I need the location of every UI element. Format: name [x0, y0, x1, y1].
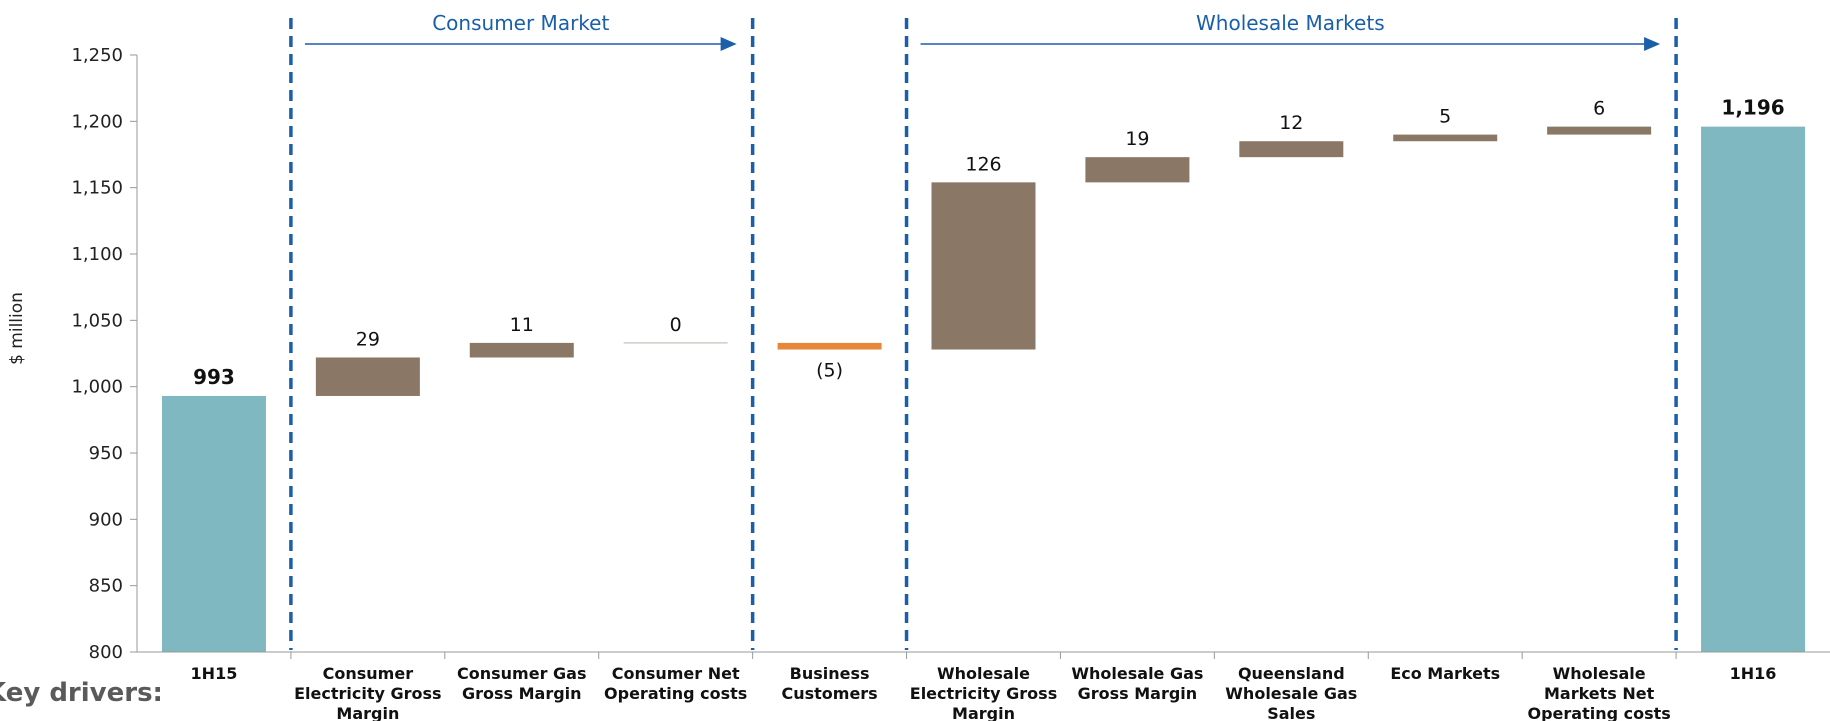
data-label: 1,196: [1721, 96, 1784, 120]
x-category-label: Consumer Gas Gross Margin: [457, 664, 586, 703]
data-label: 19: [1125, 128, 1149, 150]
group-arrow-head: [720, 37, 737, 51]
increase-bar: [931, 182, 1036, 350]
x-category-label: Consumer Electricity Gross Margin: [294, 664, 441, 721]
group-label: Wholesale Markets: [1196, 11, 1385, 35]
total-bar: [1701, 126, 1806, 652]
x-category-label: 1H15: [191, 664, 238, 683]
data-label: 12: [1279, 112, 1303, 134]
data-label: 11: [510, 314, 534, 336]
increase-bar: [1085, 157, 1190, 183]
data-label: 5: [1439, 106, 1451, 128]
data-label: 6: [1593, 98, 1605, 120]
x-category-label: Consumer Net Operating costs: [604, 664, 747, 703]
increase-bar: [1393, 134, 1498, 142]
group-label: Consumer Market: [432, 11, 609, 35]
group-arrow-head: [1644, 37, 1661, 51]
x-category-label: Eco Markets: [1390, 664, 1500, 683]
increase-bar: [1239, 141, 1344, 158]
y-tick-label: 1,000: [71, 377, 123, 398]
y-tick-label: 800: [89, 642, 123, 663]
x-category-label: Queensland Wholesale Gas Sales: [1225, 664, 1357, 721]
y-tick-label: 950: [89, 443, 123, 464]
y-tick-label: 1,150: [71, 178, 123, 199]
key-drivers-heading: Key drivers:: [0, 678, 163, 708]
y-tick-label: 900: [89, 509, 123, 530]
y-tick-label: 1,200: [71, 111, 123, 132]
x-category-label: 1H16: [1730, 664, 1777, 683]
total-bar: [161, 395, 266, 652]
y-tick-label: 1,100: [71, 244, 123, 265]
y-axis-label: $ million: [7, 292, 27, 365]
data-label: 126: [965, 153, 1001, 175]
x-category-label: Business Customers: [781, 664, 877, 703]
group-annotations: Consumer Market Wholesale Markets: [304, 11, 1661, 51]
x-category-label: Wholesale Gas Gross Margin: [1071, 664, 1203, 703]
x-axis: 1H15 Consumer Electricity Gross Margin Consu…: [137, 651, 1830, 721]
x-category-label: Wholesale Electricity Gross Margin: [910, 664, 1057, 721]
increase-bar: [469, 342, 574, 358]
decrease-bar: [777, 342, 882, 350]
y-tick-label: 1,250: [71, 45, 123, 66]
data-label: 993: [193, 365, 235, 389]
group-dividers: [289, 18, 1678, 650]
x-category-label: Wholesale Markets Net Operating costs: [1527, 664, 1670, 721]
data-label: 0: [670, 314, 682, 336]
y-axis: 800 850 900 950 1,000 1,050 1,100 1,150 1,200 1,2…: [71, 45, 138, 663]
data-label: 29: [356, 328, 380, 350]
increase-bar: [1547, 126, 1652, 135]
y-tick-label: 850: [89, 576, 123, 597]
data-label: (5): [816, 360, 843, 382]
bars: 993 29 11 0 (5) 126 19 12 5 6 1,196: [161, 96, 1806, 652]
increase-bar: [315, 357, 420, 396]
y-tick-label: 1,050: [71, 310, 123, 331]
